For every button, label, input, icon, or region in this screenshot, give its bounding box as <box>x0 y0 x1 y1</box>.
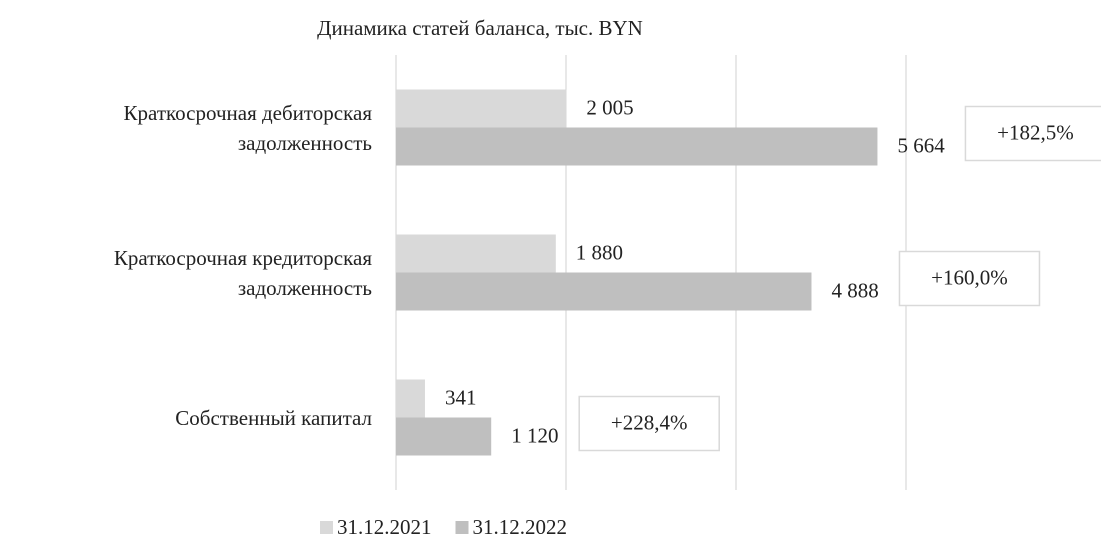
legend-swatch <box>320 521 333 534</box>
bar <box>396 379 425 418</box>
annotation: +182,5% <box>997 120 1074 144</box>
bar <box>396 272 812 311</box>
category-label: Краткосрочная дебиторская задолженность <box>123 100 372 155</box>
annotation: +228,4% <box>611 410 688 434</box>
annotation-box <box>898 250 1041 307</box>
annotation-box <box>964 105 1101 162</box>
category-label: Собственный капитал <box>175 405 372 430</box>
annotation-box <box>578 395 720 452</box>
bar <box>396 417 492 456</box>
legend-swatch <box>455 521 469 534</box>
bar <box>396 89 567 128</box>
value-label: 1 120 <box>511 423 558 447</box>
legend-label: 31.12.2022 <box>473 515 568 539</box>
value-label: 4 888 <box>831 278 878 302</box>
value-label: 2 005 <box>586 95 633 119</box>
value-label: 5 664 <box>897 133 945 157</box>
chart-title: Динамика статей баланса, тыс. BYN <box>317 16 643 40</box>
bar <box>396 234 556 273</box>
bar <box>396 127 878 166</box>
value-label: 1 880 <box>576 240 623 264</box>
value-label: 341 <box>445 385 477 409</box>
annotation: +160,0% <box>931 265 1008 289</box>
legend-label: 31.12.2021 <box>337 515 432 539</box>
category-label: Краткосрочная кредиторская задолженность <box>113 245 372 300</box>
